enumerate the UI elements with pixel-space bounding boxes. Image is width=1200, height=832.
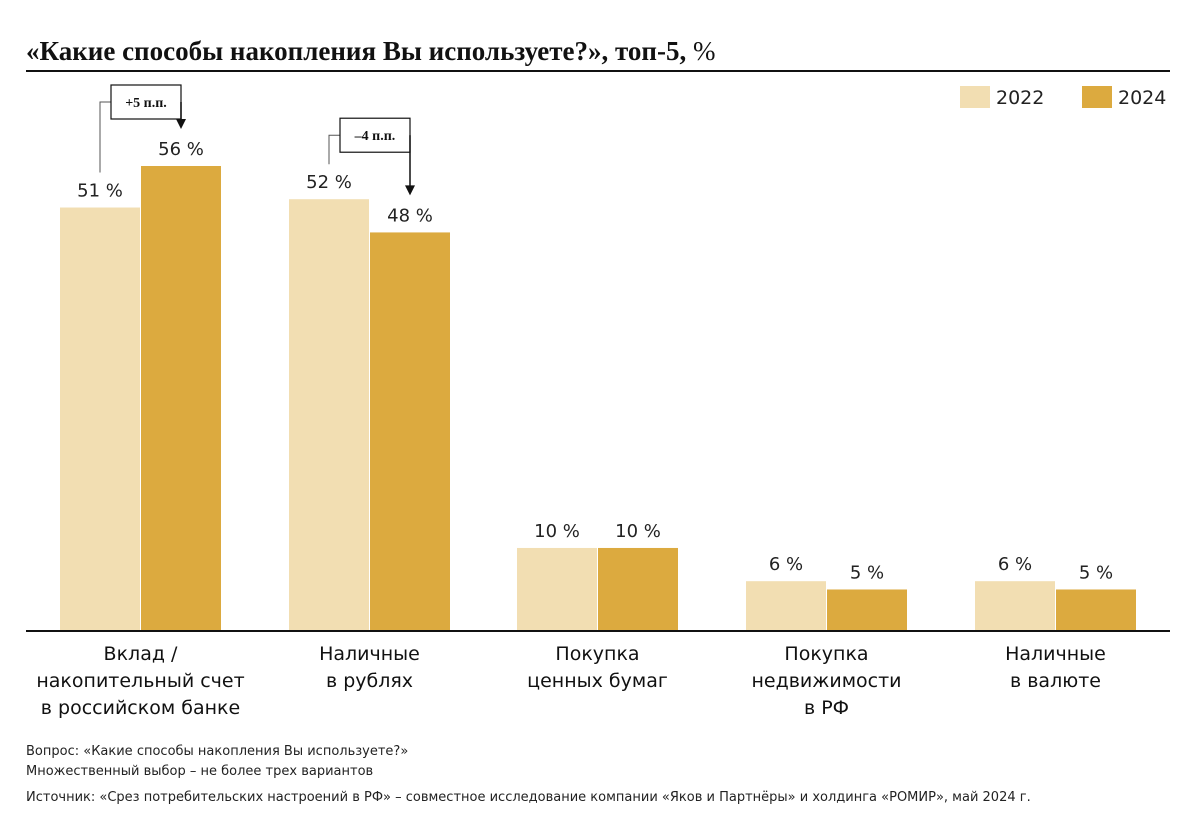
category-label-4-1: в валюте <box>1010 670 1101 692</box>
footnote-source: Источник: «Срез потребительских настроен… <box>26 790 1031 805</box>
bar-2022-2 <box>517 547 597 631</box>
callout-connector-0 <box>99 101 111 173</box>
legend-label-2022: 2022 <box>996 87 1044 109</box>
footnote-question: Вопрос: «Какие способы накопления Вы исп… <box>26 744 408 759</box>
legend-item-2022: 2022 <box>960 86 1044 109</box>
category-label-0-2: в российском банке <box>41 697 240 719</box>
bar-2024-2 <box>598 547 678 631</box>
chart-title: «Какие способы накопления Вы используете… <box>26 36 715 66</box>
legend-item-2024: 2024 <box>1082 86 1166 109</box>
category-label-1-0: Наличные <box>319 643 420 665</box>
bar-2024-4 <box>1056 589 1136 631</box>
category-label-0-1: накопительный счет <box>36 670 244 692</box>
category-labels: Вклад / накопительный счет в российском ба… <box>36 643 1106 719</box>
change-callout-1: –4 п.п. <box>328 117 415 196</box>
value-label-2022-4: 6 % <box>998 554 1032 575</box>
category-label-3-1: недвижимости <box>751 670 901 692</box>
value-label-2022-1: 52 % <box>306 172 352 193</box>
bar-2022-1 <box>289 199 369 631</box>
bar-2022-3 <box>746 581 826 631</box>
callout-arrowhead-0 <box>176 119 186 129</box>
value-label-2024-0: 56 % <box>158 139 204 160</box>
callout-connector-1 <box>328 134 340 165</box>
change-callout-0: +5 п.п. <box>99 84 186 173</box>
value-label-2024-4: 5 % <box>1079 562 1113 583</box>
callout-arrowhead-1 <box>405 185 415 196</box>
bar-2022-0 <box>60 207 140 631</box>
category-label-1-1: в рублях <box>326 670 413 692</box>
value-label-2024-3: 5 % <box>850 562 884 583</box>
value-label-2022-0: 51 % <box>77 181 123 202</box>
value-label-2022-3: 6 % <box>769 554 803 575</box>
category-label-3-2: в РФ <box>804 697 849 719</box>
bars <box>60 166 1136 631</box>
legend: 2022 2024 <box>960 86 1166 109</box>
legend-label-2024: 2024 <box>1118 87 1166 109</box>
bar-2022-4 <box>975 581 1055 631</box>
legend-swatch-2024 <box>1082 86 1112 108</box>
value-label-2024-1: 48 % <box>387 205 433 226</box>
callouts: +5 п.п. –4 п.п. <box>99 84 415 196</box>
callout-label-1: –4 п.п. <box>354 129 396 144</box>
callout-label-0: +5 п.п. <box>125 96 167 111</box>
category-label-4-0: Наличные <box>1005 643 1106 665</box>
footnote-multiple-choice: Множественный выбор – не более трех вари… <box>26 764 373 779</box>
category-label-0-0: Вклад / <box>104 643 178 665</box>
bar-2024-0 <box>141 166 221 631</box>
category-label-2-0: Покупка <box>555 643 639 665</box>
value-label-2024-2: 10 % <box>615 521 661 542</box>
value-labels: 51 % 56 % 52 % 48 % 10 % 10 % 6 % 5 % 6 % 5 % <box>77 139 1113 583</box>
bar-2024-1 <box>370 232 450 631</box>
bar-2024-3 <box>827 589 907 631</box>
category-label-2-1: ценных бумаг <box>527 670 668 692</box>
callout-box-1 <box>339 117 411 153</box>
value-label-2022-2: 10 % <box>534 521 580 542</box>
category-label-3-0: Покупка <box>784 643 868 665</box>
legend-swatch-2022 <box>960 86 990 108</box>
